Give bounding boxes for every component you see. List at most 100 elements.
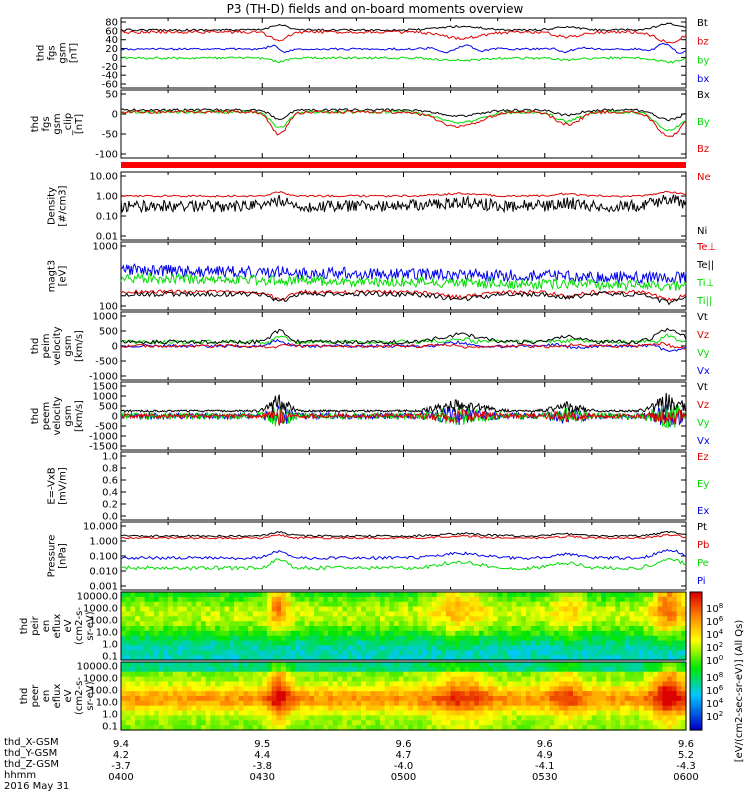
spectrogram-cell: [276, 681, 282, 687]
spectrogram-cell: [219, 715, 226, 721]
spectrogram-cell: [125, 655, 132, 661]
spectrogram-cell: [502, 626, 508, 632]
spectrogram-cell: [422, 611, 428, 617]
spectrogram-cell: [229, 655, 235, 661]
spectrogram-cell: [620, 671, 626, 678]
legend-entry: Vx: [697, 436, 710, 447]
spectrogram-cell: [568, 611, 574, 617]
spectrogram-cell: [191, 671, 197, 678]
spectrogram-cell: [408, 691, 414, 697]
spectrogram-cell: [464, 592, 471, 598]
spectrogram-cell: [144, 630, 150, 637]
spectrogram-cell: [464, 710, 471, 717]
spectrogram-cell: [191, 606, 197, 613]
spectrogram-cell: [573, 671, 579, 678]
spectrogram-cell: [657, 710, 664, 717]
spectrogram-cell: [229, 630, 235, 637]
spectrogram-cell: [295, 686, 301, 692]
spectrogram-cell: [474, 616, 480, 622]
spectrogram-cell: [445, 681, 452, 687]
spectrogram-cell: [643, 592, 649, 598]
spectrogram-cell: [511, 671, 518, 678]
colorbar-cell: [690, 608, 702, 611]
spectrogram-cell: [573, 596, 579, 603]
y-tick-label: -20: [102, 62, 118, 73]
spectrogram-cell: [492, 650, 499, 656]
y-tick-label: 1.00: [96, 192, 118, 203]
spectrogram-cell: [657, 662, 664, 668]
spectrogram-cell: [224, 596, 230, 603]
spectrogram-cell: [299, 626, 306, 632]
spectrogram-cell: [573, 700, 579, 707]
spectrogram-cell: [582, 666, 588, 673]
spectrogram-cell: [257, 616, 263, 622]
spectrogram-cell: [332, 626, 339, 632]
spectrogram-cell: [238, 596, 245, 603]
spectrogram-cell: [234, 626, 240, 632]
spectrogram-cell: [323, 630, 329, 637]
spectrogram-cell: [455, 592, 461, 598]
spectrogram-cell: [620, 705, 626, 712]
spectrogram-cell: [464, 611, 471, 617]
spectrogram-cell: [135, 710, 141, 717]
spectrogram-cell: [511, 645, 518, 651]
spectrogram-cell: [328, 681, 334, 687]
spectrogram-cell: [676, 662, 682, 668]
spectrogram-cell: [365, 630, 372, 637]
spectrogram-cell: [525, 676, 532, 683]
spectrogram-cell: [610, 611, 616, 617]
spectrogram-cell: [540, 621, 546, 627]
spectrogram-cell: [577, 601, 584, 608]
spectrogram-cell: [398, 715, 405, 721]
spectrogram-cell: [201, 630, 207, 637]
spectrogram-cell: [662, 671, 668, 678]
trace-bt: [120, 22, 687, 32]
spectrogram-cell: [412, 655, 419, 661]
spectrogram-cell: [483, 592, 489, 598]
spectrogram-cell: [568, 725, 574, 731]
spectrogram-cell: [219, 596, 226, 603]
spectrogram-cell: [615, 691, 621, 697]
spectrogram-cell: [492, 720, 499, 726]
spectrogram-cell: [281, 616, 287, 622]
spectrogram-cell: [671, 596, 678, 603]
spectrogram-cell: [629, 720, 635, 726]
spectrogram-cell: [323, 616, 329, 622]
spectrogram-cell: [648, 616, 654, 622]
spectrogram-cell: [125, 666, 132, 673]
spectrogram-cell: [681, 596, 687, 603]
spectrogram-cell: [662, 592, 668, 598]
colorbar-tick-exp: 6: [719, 615, 724, 623]
spectrogram-cell: [295, 655, 301, 661]
y-tick-label: 0.6: [102, 476, 118, 487]
spectrogram-cell: [262, 616, 268, 622]
spectrogram-cell: [474, 700, 480, 707]
spectrogram-cell: [535, 686, 541, 692]
spectrogram-cell: [370, 611, 376, 617]
spectrogram-cell: [615, 705, 621, 712]
spectrogram-cell: [158, 645, 164, 651]
spectrogram-cell: [445, 705, 452, 712]
colorbar-cell: [690, 621, 702, 625]
spectrogram-cell: [676, 691, 682, 697]
spectrogram-cell: [215, 635, 221, 642]
spectrogram-cell: [676, 596, 682, 603]
spectrogram-cell: [662, 666, 668, 673]
spectrogram-cell: [662, 681, 668, 687]
y-tick-label: 10.000: [83, 522, 118, 533]
spectrogram-cell: [299, 725, 306, 731]
spectrogram-cell: [478, 650, 485, 656]
spectrogram-cell: [558, 611, 565, 617]
spectrogram-cell: [332, 666, 339, 673]
spectrogram-cell: [351, 725, 358, 731]
spectrogram-cell: [205, 696, 212, 702]
spectrogram-cell: [591, 606, 598, 613]
spectrogram-cell: [634, 686, 640, 692]
spectrogram-cell: [290, 592, 296, 598]
spectrogram-cell: [309, 671, 315, 678]
spectrogram-cell: [582, 630, 588, 637]
spectrogram-cell: [121, 715, 127, 721]
spectrogram-cell: [191, 681, 197, 687]
spectrogram-cell: [149, 616, 155, 622]
spectrogram-cell: [196, 645, 202, 651]
